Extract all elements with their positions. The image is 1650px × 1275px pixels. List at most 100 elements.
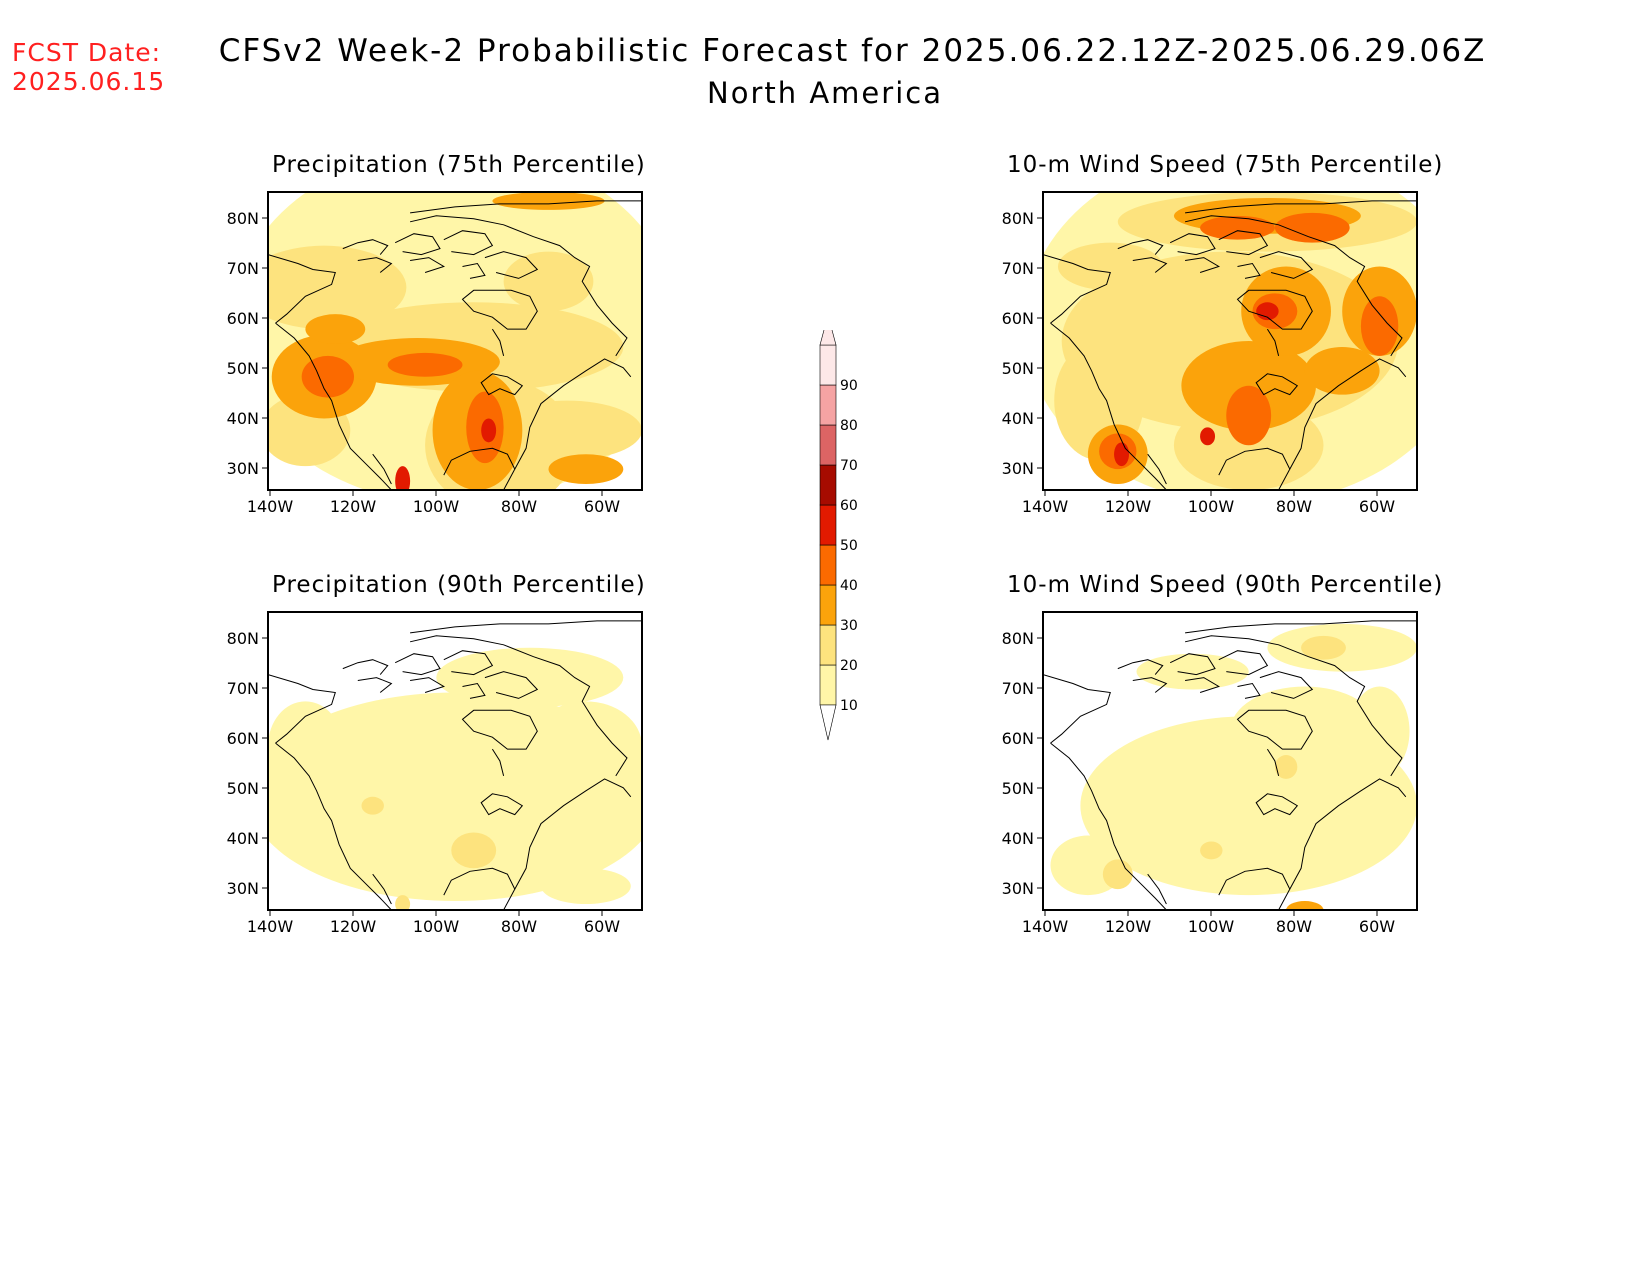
coastline bbox=[1132, 257, 1168, 273]
probability-contour bbox=[1230, 686, 1380, 776]
lon-label: 100W bbox=[413, 917, 460, 936]
lon-label: 80W bbox=[501, 497, 537, 516]
coastline bbox=[1169, 233, 1216, 256]
probability-contour bbox=[387, 352, 463, 377]
lat-label: 50N bbox=[227, 359, 259, 378]
probability-contour bbox=[1200, 215, 1275, 240]
lon-label: 80W bbox=[501, 917, 537, 936]
colorbar-label: 60 bbox=[840, 498, 858, 514]
forecast-title: CFSv2 Week-2 Probabilistic Forecast for … bbox=[218, 33, 1487, 69]
coastline bbox=[443, 650, 494, 676]
lat-label: 80N bbox=[1002, 209, 1034, 228]
coastline bbox=[410, 620, 642, 634]
coastline bbox=[514, 778, 632, 890]
lon-label: 100W bbox=[1188, 497, 1235, 516]
probability-contour bbox=[1200, 427, 1216, 446]
probability-contour bbox=[268, 245, 407, 330]
coastline bbox=[268, 254, 336, 324]
probability-contour bbox=[1057, 242, 1163, 291]
coastline bbox=[1237, 262, 1261, 279]
lat-label: 40N bbox=[227, 829, 259, 848]
coastline bbox=[491, 748, 505, 777]
lat-label: 40N bbox=[227, 409, 259, 428]
coastline bbox=[1185, 677, 1221, 693]
lat-label: 60N bbox=[227, 729, 259, 748]
lon-label: 120W bbox=[1105, 917, 1152, 936]
probability-contour bbox=[1200, 841, 1223, 860]
lon-label: 60W bbox=[1359, 917, 1395, 936]
shaded-field bbox=[1043, 612, 1417, 910]
coastline bbox=[462, 262, 486, 279]
probability-contour bbox=[548, 454, 624, 485]
coastline bbox=[394, 653, 441, 676]
fcst-date-label: FCST Date: bbox=[12, 38, 162, 67]
panel-title-wind90: 10-m Wind Speed (90th Percentile) bbox=[1007, 572, 1444, 598]
coastline bbox=[372, 453, 392, 485]
coastline bbox=[1289, 358, 1407, 470]
coastline bbox=[1236, 709, 1313, 750]
fcst-date-value: 2025.06.15 bbox=[12, 67, 166, 96]
coastline bbox=[394, 233, 441, 256]
lon-label: 140W bbox=[1022, 917, 1069, 936]
probability-contour bbox=[301, 355, 355, 398]
probability-contour bbox=[395, 466, 411, 490]
colorbar-swatch bbox=[819, 544, 837, 586]
lat-label: 30N bbox=[227, 459, 259, 478]
probability-contour bbox=[1286, 901, 1324, 910]
coastline bbox=[462, 682, 486, 699]
lat-label: 70N bbox=[227, 679, 259, 698]
colorbar-label: 20 bbox=[840, 658, 858, 674]
colorbar-swatch bbox=[819, 464, 837, 506]
colorbar-swatch bbox=[819, 664, 837, 706]
shaded-field bbox=[268, 192, 642, 490]
colorbar-label: 30 bbox=[840, 618, 858, 634]
lon-label: 120W bbox=[330, 917, 377, 936]
colorbar-label: 90 bbox=[840, 378, 858, 394]
lat-label: 30N bbox=[1002, 879, 1034, 898]
lat-label: 50N bbox=[1002, 359, 1034, 378]
lon-label: 80W bbox=[1276, 497, 1312, 516]
colorbar-swatch bbox=[819, 584, 837, 626]
lon-label: 140W bbox=[1022, 497, 1069, 516]
probability-contour bbox=[541, 868, 631, 905]
lat-label: 70N bbox=[1002, 259, 1034, 278]
coastline bbox=[410, 677, 446, 693]
colorbar-label: 80 bbox=[840, 418, 858, 434]
coastline bbox=[342, 239, 389, 255]
region-subtitle: North America bbox=[707, 76, 943, 110]
lat-label: 80N bbox=[227, 209, 259, 228]
lon-label: 140W bbox=[247, 917, 294, 936]
coastline bbox=[1184, 635, 1403, 777]
colorbar-swatch bbox=[819, 424, 837, 466]
probability-contour bbox=[1304, 346, 1380, 395]
map-wind90: 80N 70N 60N 50N 40N 30N 140W 120W 100W 80W 60W bbox=[1002, 611, 1418, 936]
coastline bbox=[357, 257, 393, 273]
lat-label: 50N bbox=[1002, 779, 1034, 798]
lat-label: 80N bbox=[1002, 629, 1034, 648]
coastline bbox=[268, 674, 336, 744]
coastline bbox=[1185, 200, 1417, 214]
lon-label: 100W bbox=[1188, 917, 1235, 936]
coastline bbox=[443, 230, 494, 256]
shaded-field bbox=[268, 612, 642, 910]
coastline bbox=[1236, 289, 1313, 330]
coastline bbox=[1185, 620, 1417, 634]
probability-contour bbox=[529, 701, 642, 791]
probability-contour bbox=[1301, 635, 1346, 660]
probability-contour bbox=[1102, 859, 1133, 890]
probability-contour bbox=[361, 796, 384, 815]
coastline bbox=[275, 742, 392, 910]
colorbar-label: 40 bbox=[840, 578, 858, 594]
probability-contour bbox=[1226, 385, 1272, 446]
panel-title-precip90: Precipitation (90th Percentile) bbox=[272, 572, 646, 598]
coastline bbox=[514, 358, 632, 470]
probability-contour bbox=[1274, 755, 1298, 779]
probability-contour bbox=[395, 895, 411, 910]
lat-label: 80N bbox=[227, 629, 259, 648]
main-title: CFSv2 Week-2 Probabilistic Forecast for … bbox=[0, 32, 1650, 112]
coastline bbox=[1255, 793, 1299, 816]
probability-contour bbox=[492, 400, 642, 461]
coastline bbox=[410, 200, 642, 214]
map-frame bbox=[267, 611, 643, 911]
coastline bbox=[484, 671, 539, 699]
